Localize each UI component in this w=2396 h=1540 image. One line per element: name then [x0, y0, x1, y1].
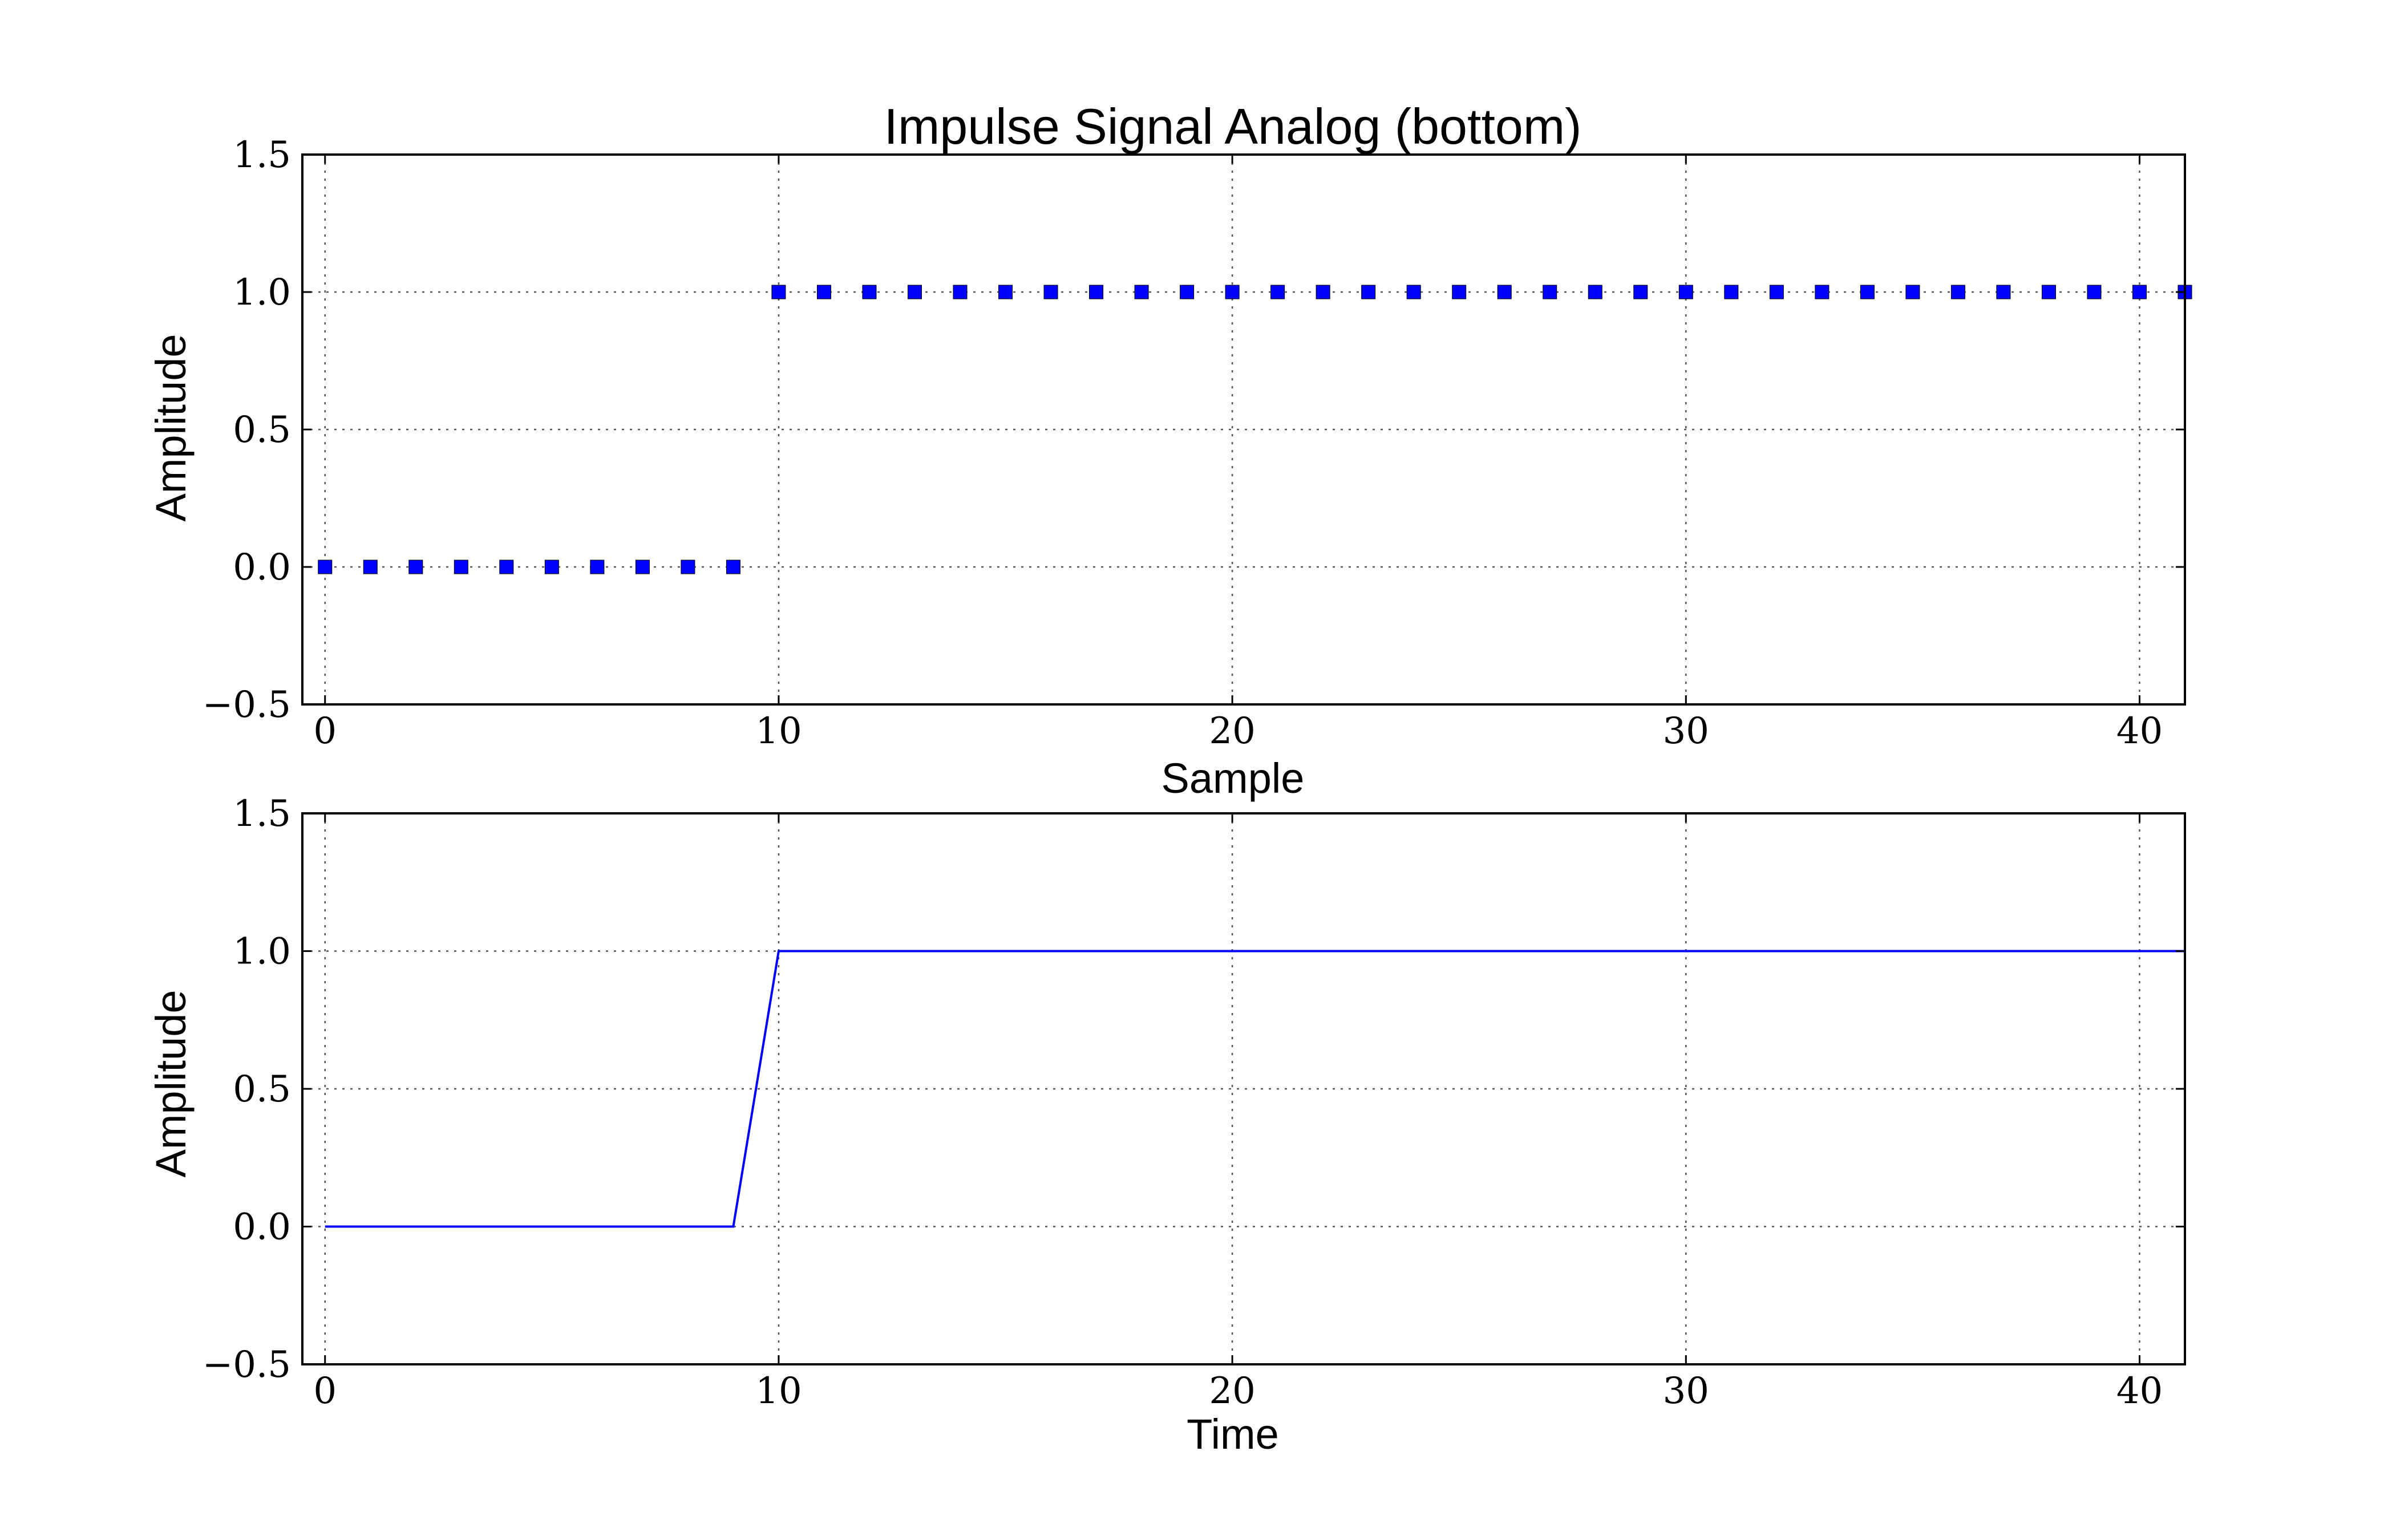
panel1-data-point-18	[1134, 285, 1149, 299]
panel1-data-point-37	[1996, 285, 2011, 299]
panel1-x-tick-label-0: 0	[313, 710, 337, 752]
top-plot: 0 10 20 30 40 −0.5 0.0 0.5 1.0 1.5	[203, 134, 2192, 752]
panel1-data-point-19	[1180, 285, 1195, 299]
panel1-data-point-3	[454, 560, 468, 574]
panel1-data-point-20	[1225, 285, 1240, 299]
panel1-data-point-15	[998, 285, 1013, 299]
chart-title: Impulse Signal Analog (bottom)	[884, 98, 1582, 155]
panel1-data-point-36	[1950, 285, 1965, 299]
panel1-data-point-29	[1633, 285, 1648, 299]
panel2-x-tick-label-4: 40	[2116, 1370, 2163, 1412]
panel1-data-point-7	[635, 560, 650, 574]
panel1-data-point-14	[953, 285, 968, 299]
panel1-y-tick-label-4: 1.5	[233, 134, 291, 176]
panel1-x-tick-label-1: 10	[755, 710, 802, 752]
panel1-data-point-2	[408, 560, 423, 574]
panel1-axes-frame	[301, 153, 2186, 706]
panel2-x-tick-label-1: 10	[755, 1370, 802, 1412]
panel1-y-tick-label-0: −0.5	[203, 684, 291, 726]
panel1-data-point-5	[544, 560, 559, 574]
panel1-data-point-16	[1043, 285, 1058, 299]
panel1-data-point-28	[1588, 285, 1602, 299]
panel1-data-point-32	[1769, 285, 1784, 299]
panel2-y-tick-label-4: 1.5	[233, 793, 291, 835]
panel1-data-point-39	[2087, 285, 2102, 299]
panel1-y-tick-label-2: 0.5	[233, 409, 291, 451]
panel2-axes-frame	[301, 812, 2186, 1365]
panel1-data-point-34	[1860, 285, 1875, 299]
panel1-data-point-12	[862, 285, 877, 299]
top-y-axis-label: Amplitude	[147, 334, 195, 521]
panel1-data-point-22	[1316, 285, 1330, 299]
panel1-y-tick-label-3: 1.0	[233, 271, 291, 314]
panel1-x-tick-label-4: 40	[2116, 710, 2163, 752]
panel2-y-tick-label-0: −0.5	[203, 1344, 291, 1386]
panel1-data-point-24	[1406, 285, 1421, 299]
panel1-data-point-10	[771, 285, 786, 299]
panel2-x-tick-label-0: 0	[313, 1370, 337, 1412]
panel1-data-point-17	[1089, 285, 1104, 299]
panel2-series-line	[325, 950, 2185, 1228]
panel2-x-tick-label-2: 20	[1209, 1370, 1255, 1412]
panel1-data-point-26	[1497, 285, 1512, 299]
panel1-data-point-23	[1361, 285, 1376, 299]
top-x-axis-label: Sample	[1161, 755, 1305, 802]
panel1-data-point-40	[2132, 285, 2147, 299]
bottom-y-axis-label: Amplitude	[147, 990, 195, 1177]
bottom-plot: 0 10 20 30 40 −0.5 0.0 0.5 1.0 1.5	[203, 793, 2186, 1412]
panel1-data-point-21	[1270, 285, 1285, 299]
panel1-data-point-13	[907, 285, 922, 299]
panel1-data-point-1	[363, 560, 378, 574]
panel1-data-point-30	[1678, 285, 1693, 299]
panel1-x-tick-label-3: 30	[1663, 710, 1709, 752]
panel1-data-point-9	[726, 560, 740, 574]
panel1-data-point-38	[2041, 285, 2056, 299]
panel2-y-tick-label-2: 0.5	[233, 1068, 291, 1111]
panel1-data-point-25	[1452, 285, 1467, 299]
panel2-y-tick-label-1: 0.0	[233, 1206, 291, 1249]
panel1-y-tick-label-1: 0.0	[233, 546, 291, 589]
panel1-data-point-27	[1543, 285, 1557, 299]
panel1-x-tick-label-2: 20	[1209, 710, 1255, 752]
panel2-y-tick-label-3: 1.0	[233, 931, 291, 973]
panel2-x-tick-label-3: 30	[1663, 1370, 1709, 1412]
panel1-data-point-0	[318, 560, 333, 574]
panel1-data-point-11	[816, 285, 831, 299]
panel1-data-point-4	[499, 560, 514, 574]
panel1-data-point-33	[1815, 285, 1830, 299]
panel1-data-point-35	[1905, 285, 1920, 299]
panel1-data-point-6	[590, 560, 605, 574]
bottom-x-axis-label: Time	[1187, 1411, 1279, 1458]
panel1-data-point-31	[1724, 285, 1739, 299]
panel1-data-point-8	[681, 560, 695, 574]
